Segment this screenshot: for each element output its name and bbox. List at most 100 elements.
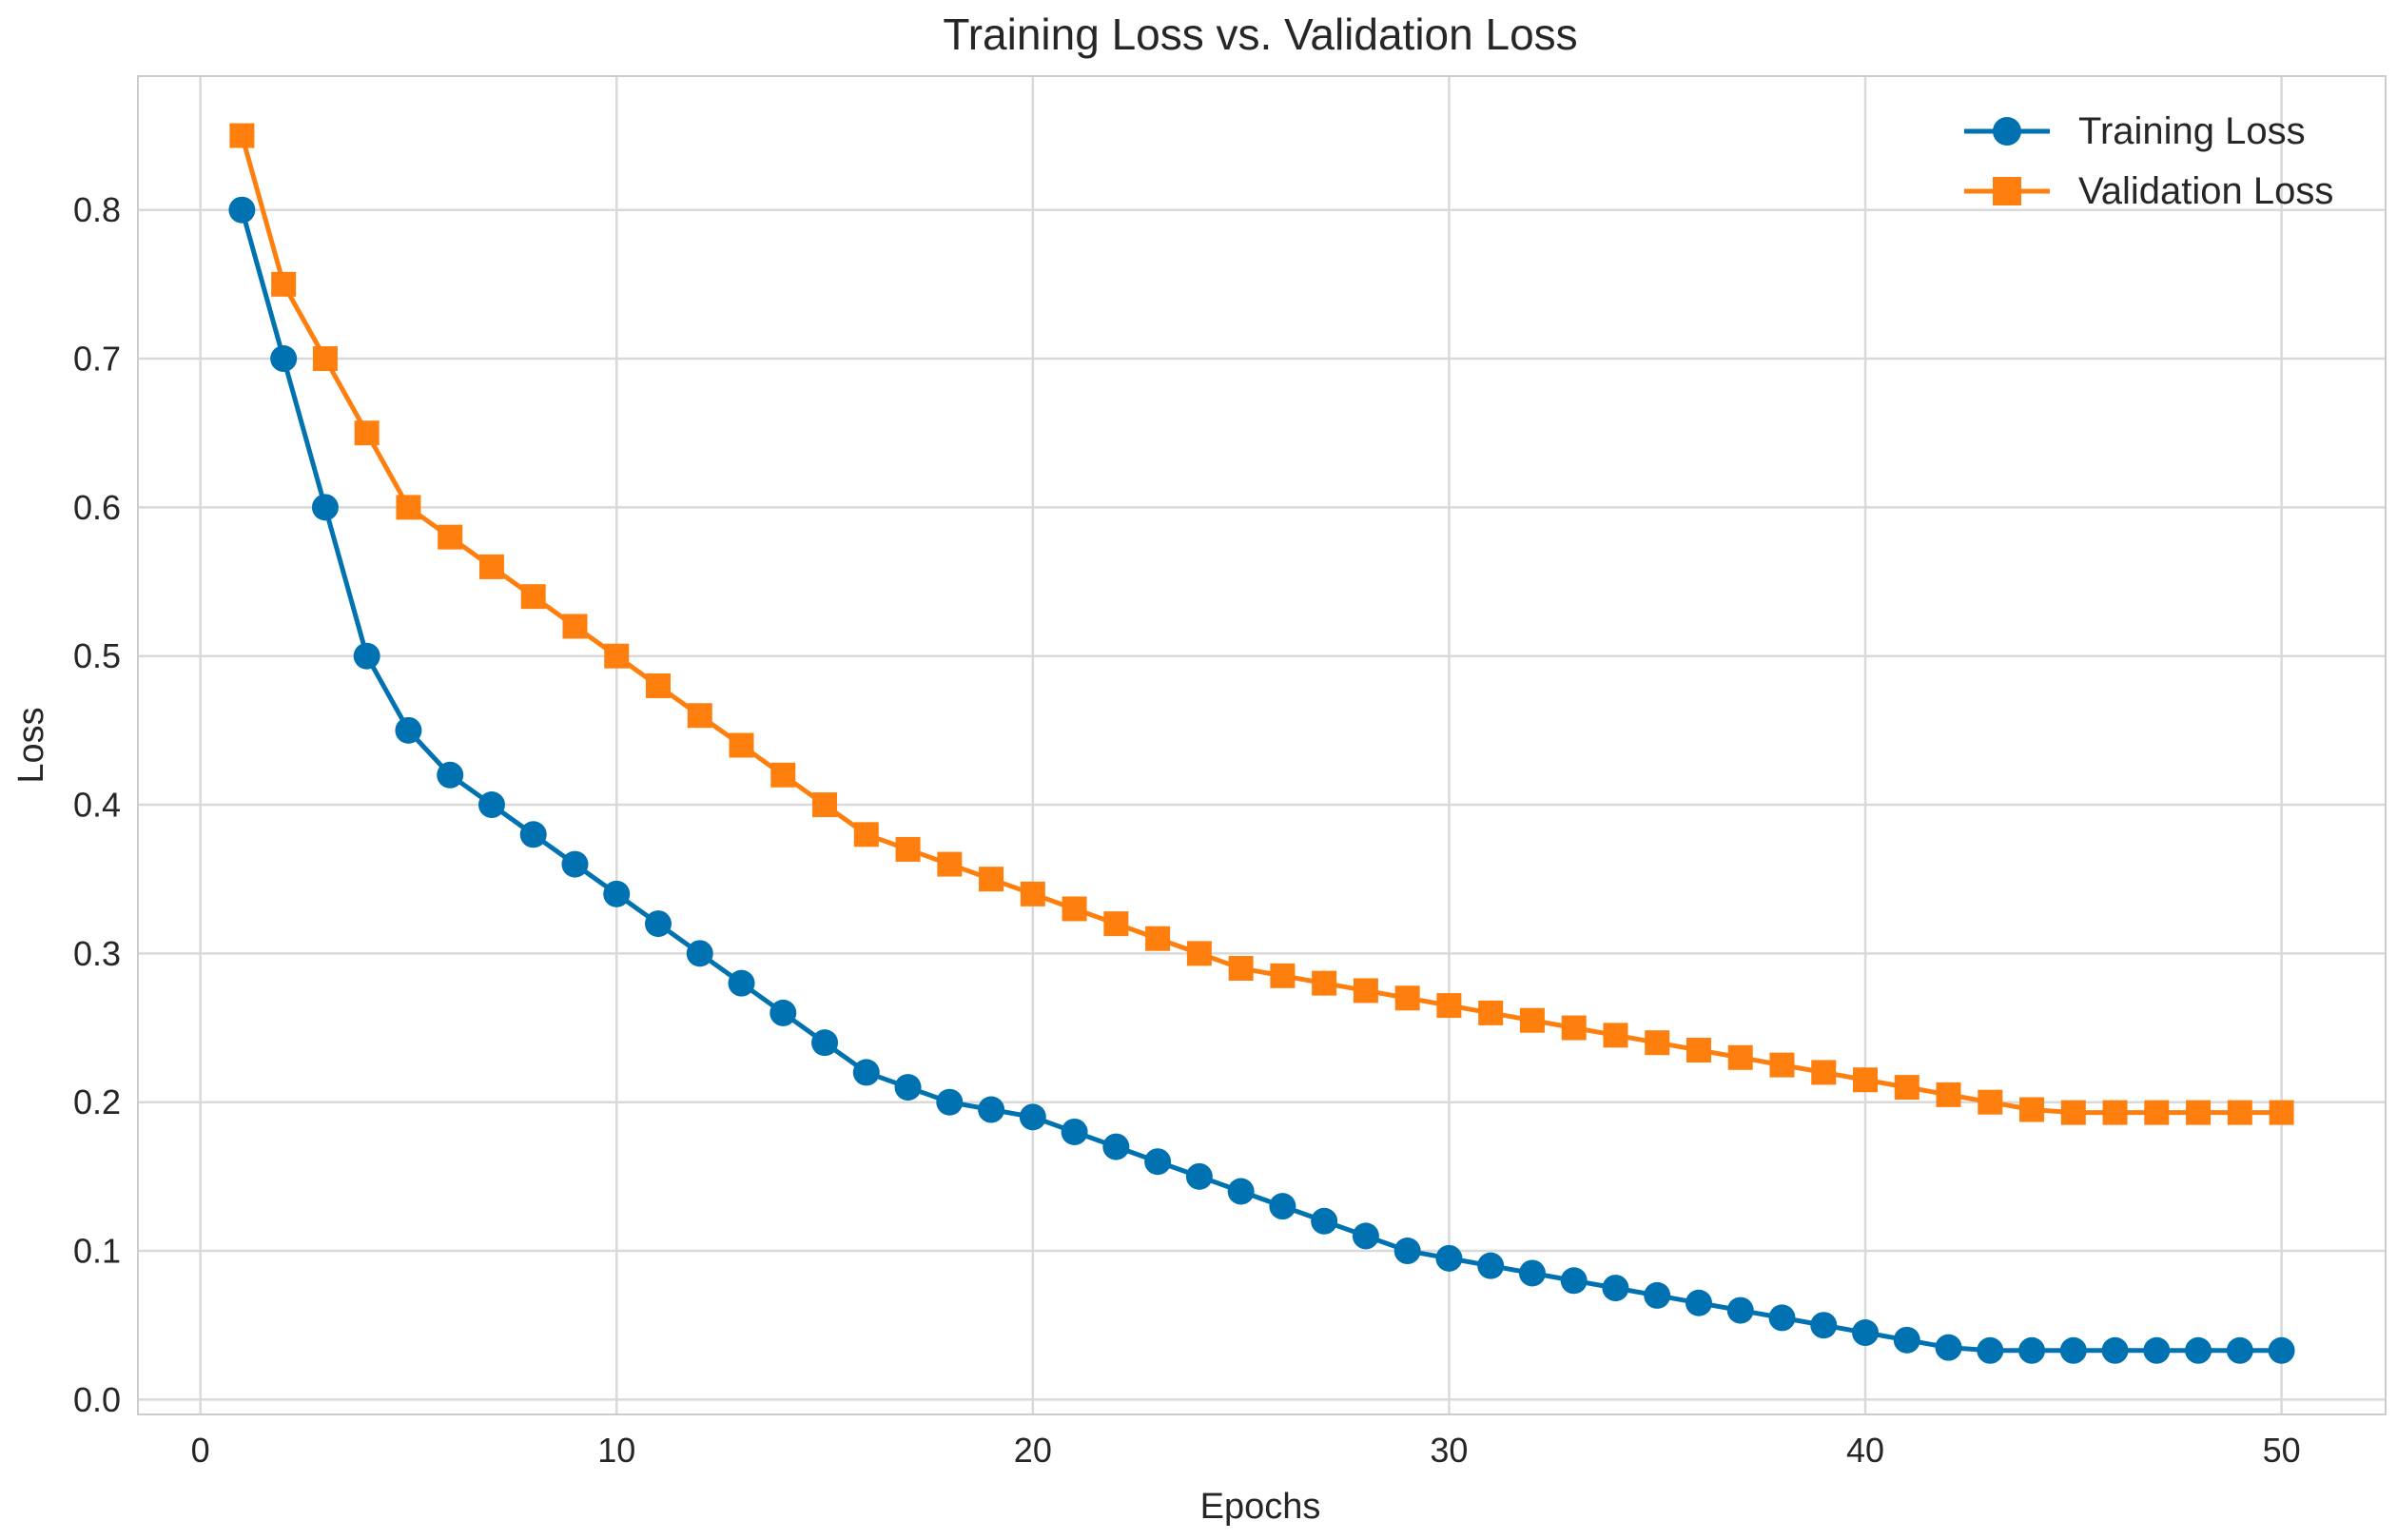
data-point — [1394, 985, 1420, 1011]
data-point — [1602, 1275, 1629, 1302]
legend-training-label: Training Loss — [2078, 110, 2306, 152]
y-tick-label: 0.8 — [73, 190, 121, 229]
x-tick-label: 30 — [1430, 1431, 1468, 1470]
data-point — [228, 196, 256, 224]
data-point — [2059, 1336, 2087, 1364]
data-point — [2143, 1336, 2171, 1364]
data-point — [477, 791, 505, 819]
legend-validation-label: Validation Loss — [2078, 170, 2333, 212]
data-point — [1894, 1075, 1920, 1101]
data-point — [770, 999, 797, 1026]
data-point — [437, 761, 464, 789]
y-axis-title: Loss — [11, 707, 51, 783]
data-point — [811, 1029, 839, 1057]
data-point — [1311, 1207, 1338, 1235]
data-point — [353, 642, 380, 670]
data-point — [270, 345, 298, 373]
data-point — [1019, 1103, 1046, 1131]
x-tick-label: 50 — [2263, 1431, 2301, 1470]
data-point — [311, 494, 339, 521]
data-point — [2186, 1100, 2212, 1125]
data-point — [1393, 1238, 1421, 1265]
data-point — [2102, 1100, 2128, 1125]
y-tick-label: 0.5 — [73, 636, 121, 675]
series-layer — [228, 123, 2295, 1364]
data-point — [1561, 1015, 1587, 1041]
data-point — [562, 614, 588, 639]
data-point — [1685, 1289, 1712, 1316]
data-point — [2019, 1097, 2045, 1122]
x-tick-label: 0 — [191, 1431, 210, 1470]
data-point — [1061, 1118, 1088, 1145]
x-axis-title: Epochs — [1200, 1487, 1321, 1527]
data-point — [1893, 1326, 1920, 1354]
data-point — [1477, 1252, 1505, 1279]
data-point — [1144, 1148, 1172, 1176]
data-point — [1103, 911, 1129, 937]
chart-title: Training Loss vs. Validation Loss — [943, 10, 1577, 59]
data-point — [894, 1074, 922, 1101]
x-tick-label: 40 — [1846, 1431, 1884, 1470]
data-point — [312, 346, 338, 372]
data-point — [1062, 896, 1087, 922]
data-point — [2227, 1100, 2252, 1125]
data-point — [687, 703, 712, 729]
data-point — [2018, 1336, 2046, 1364]
data-point — [1518, 1259, 1546, 1287]
data-point — [1769, 1052, 1795, 1078]
data-point — [1768, 1304, 1796, 1332]
data-point — [1810, 1312, 1838, 1339]
data-point — [1478, 1000, 1504, 1025]
data-point — [1978, 1089, 2003, 1115]
data-point — [1312, 970, 1337, 996]
data-point — [1352, 1222, 1379, 1250]
data-point — [895, 836, 921, 862]
legend-training-marker — [1993, 117, 2021, 146]
y-tick-label: 0.1 — [73, 1232, 121, 1271]
data-point — [229, 123, 255, 148]
y-tick-label: 0.6 — [73, 488, 121, 527]
data-point — [395, 716, 422, 744]
data-point — [478, 554, 504, 579]
data-point — [645, 673, 671, 698]
data-point — [1228, 956, 1254, 981]
data-point — [2060, 1100, 2086, 1125]
data-point — [1686, 1037, 1711, 1062]
data-point — [853, 822, 879, 848]
data-point — [396, 495, 421, 520]
series-validation-loss — [229, 123, 2294, 1125]
data-point — [1727, 1044, 1753, 1070]
data-point — [979, 867, 1004, 892]
data-point — [1726, 1296, 1754, 1324]
data-point — [2185, 1336, 2212, 1364]
data-point — [1519, 1007, 1545, 1033]
data-point — [1102, 1133, 1130, 1160]
data-point — [644, 910, 672, 938]
data-point — [1269, 1193, 1296, 1220]
data-point — [2268, 1336, 2295, 1364]
y-tick-label: 0.0 — [73, 1380, 121, 1419]
data-point — [1603, 1023, 1628, 1048]
data-point — [1436, 993, 1462, 1019]
data-point — [561, 850, 589, 878]
data-point — [1020, 881, 1045, 906]
data-point — [1853, 1067, 1879, 1093]
data-point — [271, 271, 297, 297]
data-point — [1852, 1319, 1880, 1347]
data-point — [1185, 1162, 1213, 1190]
data-point — [438, 524, 463, 550]
data-point — [728, 969, 755, 997]
data-point — [603, 880, 631, 907]
data-point — [2226, 1336, 2253, 1364]
data-point — [937, 851, 963, 877]
data-point — [2101, 1336, 2129, 1364]
data-point — [519, 821, 547, 848]
data-point — [1645, 1030, 1670, 1056]
data-point — [520, 584, 546, 610]
data-point — [1936, 1082, 1961, 1107]
data-point — [1811, 1060, 1837, 1085]
y-tick-label: 0.3 — [73, 934, 121, 973]
data-point — [1977, 1336, 2004, 1364]
